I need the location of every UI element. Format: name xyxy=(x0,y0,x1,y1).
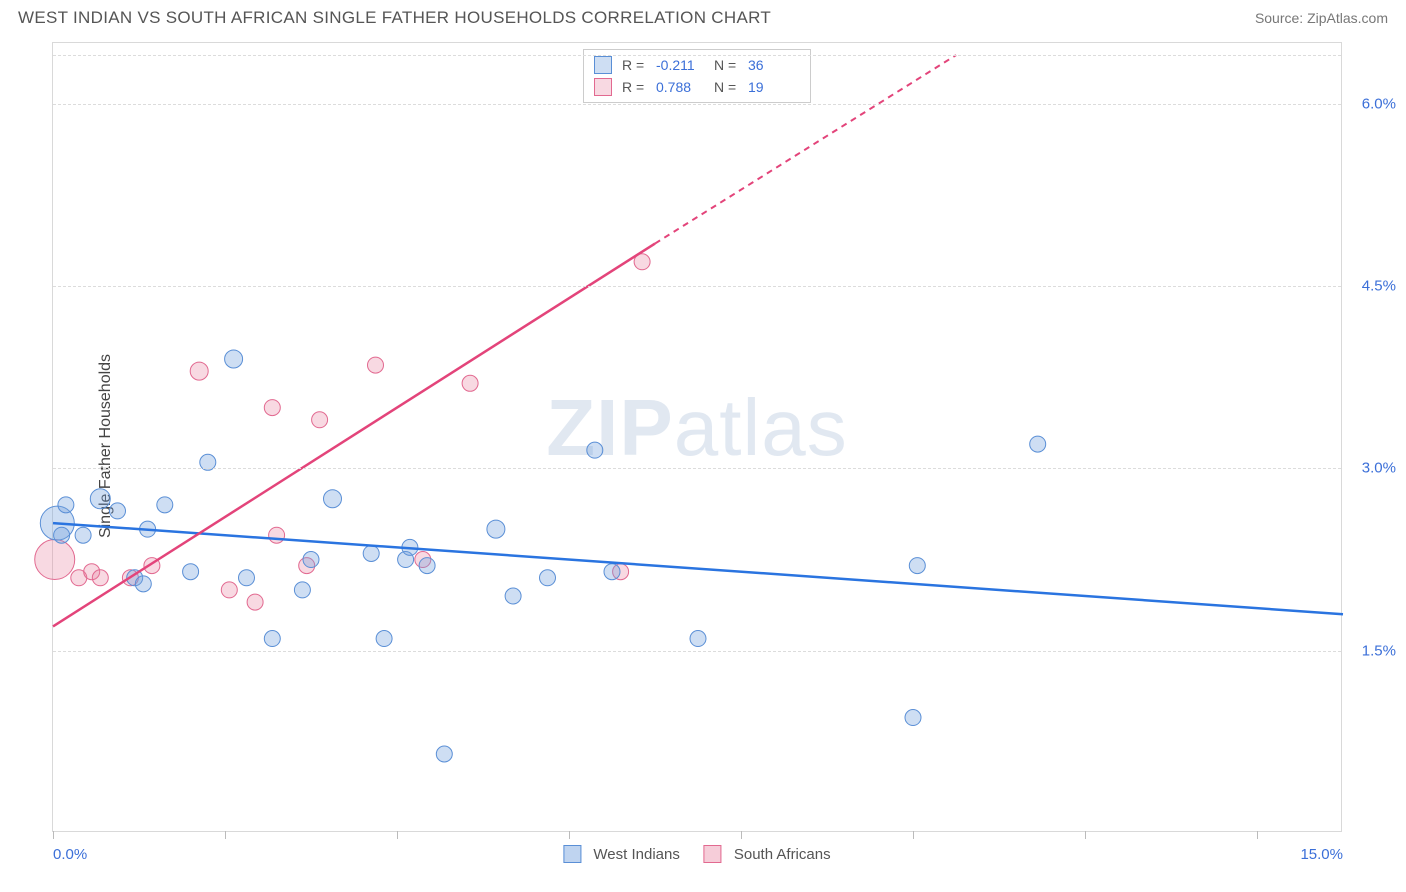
legend-r-value-0: -0.211 xyxy=(656,54,708,76)
legend-r-value-1: 0.788 xyxy=(656,76,708,98)
gridline xyxy=(53,286,1341,287)
legend-n-label: N = xyxy=(714,54,742,76)
y-tick-label: 6.0% xyxy=(1348,95,1396,112)
gridline xyxy=(53,468,1341,469)
x-tick xyxy=(1257,831,1258,839)
chart-plot-area: ZIPatlas R = -0.211 N = 36 R = 0.788 N =… xyxy=(52,42,1342,832)
legend-item-west-indians: West Indians xyxy=(563,845,679,863)
chart-header: WEST INDIAN VS SOUTH AFRICAN SINGLE FATH… xyxy=(0,0,1406,34)
gridline xyxy=(53,55,1341,56)
swatch-pink xyxy=(704,845,722,863)
x-tick xyxy=(225,831,226,839)
x-tick xyxy=(397,831,398,839)
legend-row-south-africans: R = 0.788 N = 19 xyxy=(594,76,800,98)
swatch-blue xyxy=(563,845,581,863)
gridline xyxy=(53,104,1341,105)
x-tick xyxy=(569,831,570,839)
correlation-legend: R = -0.211 N = 36 R = 0.788 N = 19 xyxy=(583,49,811,103)
legend-item-south-africans: South Africans xyxy=(704,845,831,863)
legend-label-0: West Indians xyxy=(593,846,679,863)
legend-n-value-0: 36 xyxy=(748,54,800,76)
legend-r-label: R = xyxy=(622,76,650,98)
series-legend: West Indians South Africans xyxy=(563,845,830,863)
legend-n-value-1: 19 xyxy=(748,76,800,98)
legend-row-west-indians: R = -0.211 N = 36 xyxy=(594,54,800,76)
x-tick xyxy=(1085,831,1086,839)
scatter-svg xyxy=(53,43,1341,831)
legend-n-label: N = xyxy=(714,76,742,98)
x-tick xyxy=(913,831,914,839)
chart-title: WEST INDIAN VS SOUTH AFRICAN SINGLE FATH… xyxy=(18,8,771,28)
swatch-pink xyxy=(594,78,612,96)
x-tick-label: 15.0% xyxy=(1300,846,1343,863)
legend-r-label: R = xyxy=(622,54,650,76)
x-tick-label: 0.0% xyxy=(53,846,87,863)
legend-label-1: South Africans xyxy=(734,846,831,863)
chart-source: Source: ZipAtlas.com xyxy=(1255,10,1388,26)
gridline xyxy=(53,651,1341,652)
swatch-blue xyxy=(594,56,612,74)
y-tick-label: 1.5% xyxy=(1348,642,1396,659)
y-tick-label: 3.0% xyxy=(1348,460,1396,477)
x-tick xyxy=(741,831,742,839)
x-tick xyxy=(53,831,54,839)
y-tick-label: 4.5% xyxy=(1348,278,1396,295)
